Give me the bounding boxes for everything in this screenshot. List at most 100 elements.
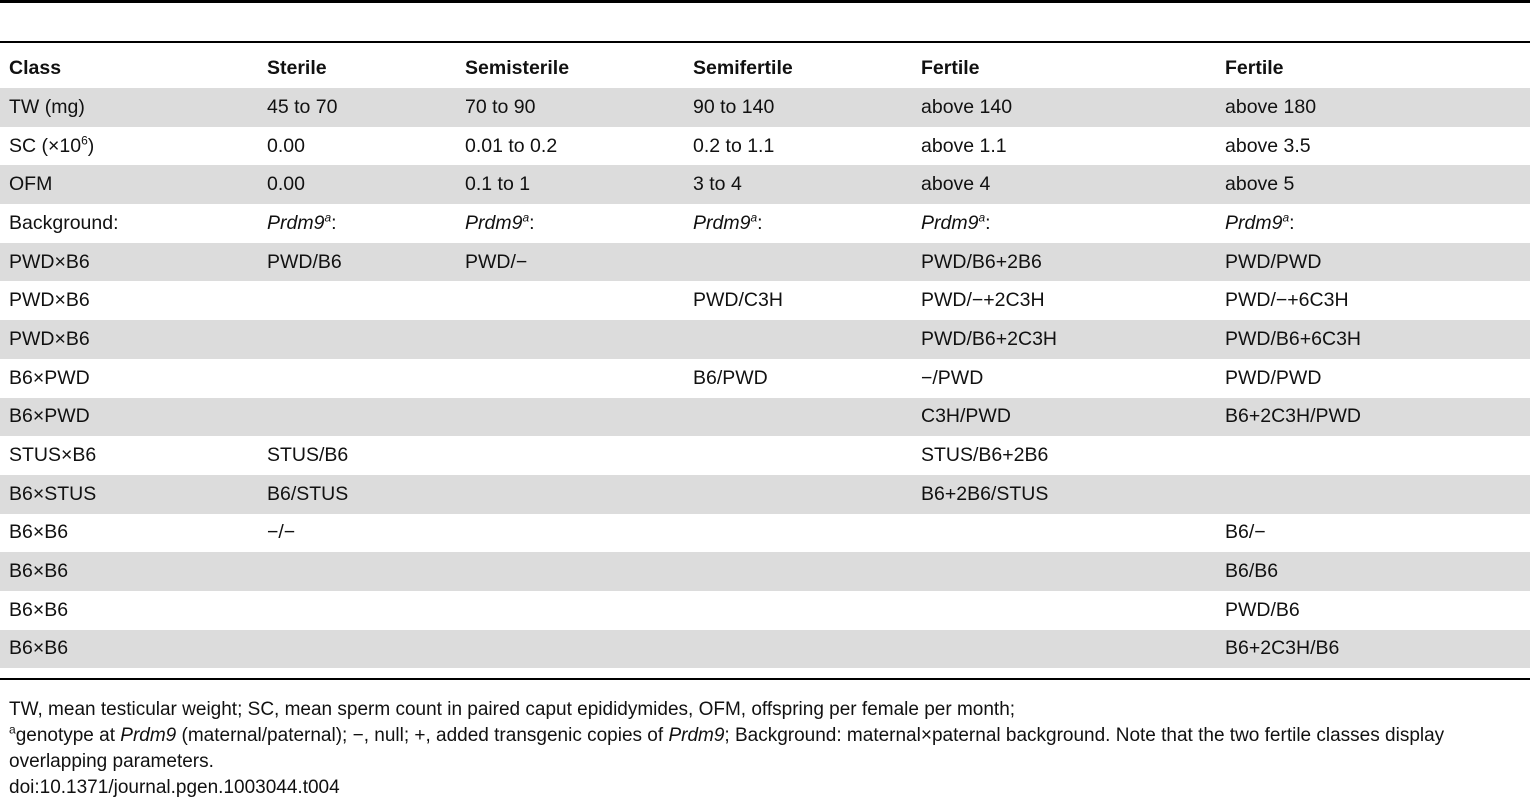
table-cell: 3 to 4 [684, 165, 912, 205]
header-row: Class Sterile Semisterile Semifertile Fe… [0, 48, 1530, 88]
table-cell: PWD/B6 [1216, 590, 1530, 630]
table-cell: above 140 [912, 88, 1216, 127]
table-cell: B6/B6 [1216, 552, 1530, 591]
table-row: PWD×B6 PWD/B6 PWD/− PWD/B6+2B6 PWD/PWD [0, 242, 1530, 282]
table-row: SC (×106) 0.00 0.01 to 0.2 0.2 to 1.1 above … [0, 126, 1530, 166]
footnote-marker: a [9, 722, 16, 737]
table-cell: 45 to 70 [258, 88, 456, 127]
table-cell: PWD/B6+6C3H [1216, 320, 1530, 359]
table-cell: Prdm9a: [912, 204, 1216, 243]
gene-name: Prdm9 [693, 211, 751, 234]
table-cell [258, 629, 456, 669]
gene-name: Prdm9 [267, 211, 325, 234]
table-cell [912, 629, 1216, 669]
table-cell: PWD/B6+2C3H [912, 320, 1216, 359]
table-cell [258, 320, 456, 359]
row-label-cell: STUS×B6 [0, 436, 258, 475]
table-cell: 90 to 140 [684, 88, 912, 127]
row-label-cell: SC (×106) [0, 126, 258, 166]
bottom-rule [0, 678, 1530, 680]
table-row: B6×B6 PWD/B6 [0, 590, 1530, 630]
table-cell: PWD/PWD [1216, 358, 1530, 398]
table-cell [912, 552, 1216, 591]
table-cell [456, 474, 684, 514]
table-cell [684, 436, 912, 475]
table-cell: Prdm9a: [456, 204, 684, 243]
row-label-cell: TW (mg) [0, 88, 258, 127]
header-cell: Fertile [921, 56, 980, 79]
table-cell [912, 513, 1216, 553]
table-cell: 0.00 [258, 126, 456, 166]
table-cell: above 1.1 [912, 126, 1216, 166]
table-row: PWD×B6 PWD/B6+2C3H PWD/B6+6C3H [0, 320, 1530, 359]
table-cell: −/− [258, 513, 456, 553]
table-cell: above 180 [1216, 88, 1530, 127]
table-cell: Prdm9a: [258, 204, 456, 243]
gene-name: Prdm9 [668, 725, 725, 746]
header-rule [0, 41, 1530, 43]
table-cell: 0.2 to 1.1 [684, 126, 912, 166]
table-cell: above 5 [1216, 165, 1530, 205]
table-cell: above 3.5 [1216, 126, 1530, 166]
table-cell [456, 358, 684, 398]
table-row: Background: Prdm9a: Prdm9a: Prdm9a: Prdm9a: P… [0, 204, 1530, 243]
table-cell [258, 281, 456, 321]
exponent: 6 [81, 133, 88, 148]
table-cell [456, 436, 684, 475]
table-cell: PWD/PWD [1216, 242, 1530, 282]
row-label-cell: B6×PWD [0, 358, 258, 398]
row-label-cell: PWD×B6 [0, 281, 258, 321]
table-cell: PWD/− [456, 242, 684, 282]
header-cell: Fertile [1225, 56, 1284, 79]
table-cell [684, 552, 912, 591]
footnote-abbreviations: TW, mean testicular weight; SC, mean spe… [9, 699, 1016, 720]
table-cell [456, 320, 684, 359]
row-label-cell: Background: [0, 204, 258, 243]
table-cell [684, 474, 912, 514]
row-label-cell: B6×B6 [0, 552, 258, 591]
top-rule [0, 0, 1530, 3]
footnote-genotype: agenotype at Prdm9 (maternal/paternal); … [9, 722, 1445, 772]
table-cell: PWD/B6 [258, 242, 456, 282]
table-cell: 70 to 90 [456, 88, 684, 127]
table-row: B6×B6 B6+2C3H/B6 [0, 629, 1530, 669]
table-row: B6×B6 −/− B6/− [0, 513, 1530, 553]
table-cell [456, 552, 684, 591]
table-cell [684, 513, 912, 553]
table-cell: B6/− [1216, 513, 1530, 553]
gene-name: Prdm9 [921, 211, 979, 234]
row-label-cell: B6×B6 [0, 590, 258, 630]
table-cell: PWD/B6+2B6 [912, 242, 1216, 282]
table-cell: PWD/−+6C3H [1216, 281, 1530, 321]
table-cell: −/PWD [912, 358, 1216, 398]
table-cell: PWD/−+2C3H [912, 281, 1216, 321]
table-cell: 0.1 to 1 [456, 165, 684, 205]
table-cell [258, 552, 456, 591]
header-cell: Semifertile [693, 56, 793, 79]
table-row: TW (mg) 45 to 70 70 to 90 90 to 140 above 14… [0, 88, 1530, 127]
table-cell [912, 590, 1216, 630]
table-cell: Prdm9a: [1216, 204, 1530, 243]
table-cell [684, 320, 912, 359]
row-label-cell: PWD×B6 [0, 242, 258, 282]
table-cell: 0.01 to 0.2 [456, 126, 684, 166]
table-cell [684, 242, 912, 282]
header-cell: Class [9, 56, 62, 79]
table-row: B6×STUS B6/STUS B6+2B6/STUS [0, 474, 1530, 514]
doi-text: doi:10.1371/journal.pgen.1003044.t004 [9, 777, 340, 798]
row-label-cell: B6×B6 [0, 513, 258, 553]
table-row: B6×B6 B6/B6 [0, 552, 1530, 591]
table-footnotes: TW, mean testicular weight; SC, mean spe… [9, 697, 1524, 801]
row-label-cell: PWD×B6 [0, 320, 258, 359]
footnote-marker: a [1282, 210, 1290, 225]
table-cell: STUS/B6+2B6 [912, 436, 1216, 475]
table-cell [456, 397, 684, 437]
table-cell: Prdm9a: [684, 204, 912, 243]
table-row: STUS×B6 STUS/B6 STUS/B6+2B6 [0, 436, 1530, 475]
table-cell: PWD/C3H [684, 281, 912, 321]
table-cell: B6/STUS [258, 474, 456, 514]
table-row: B6×PWD C3H/PWD B6+2C3H/PWD [0, 397, 1530, 437]
table-cell [456, 513, 684, 553]
table-body: TW (mg) 45 to 70 70 to 90 90 to 140 above 14… [0, 88, 1530, 669]
